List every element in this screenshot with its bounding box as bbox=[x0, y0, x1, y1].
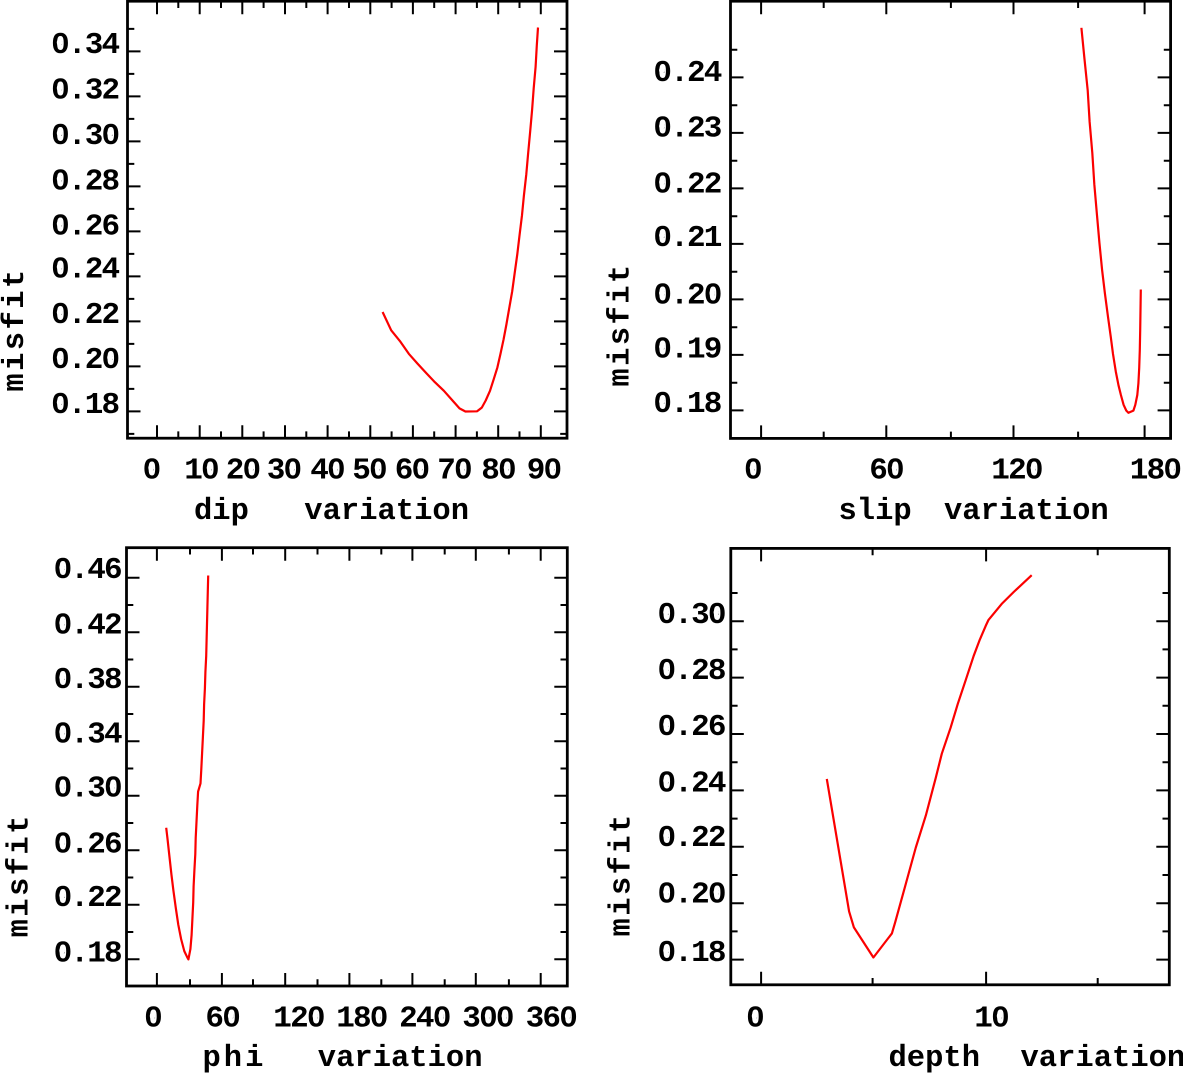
svg-text:360: 360 bbox=[526, 1002, 577, 1037]
svg-text:misfit: misfit bbox=[0, 267, 33, 391]
svg-text:misfit: misfit bbox=[4, 813, 38, 937]
svg-text:80: 80 bbox=[481, 453, 515, 488]
svg-text:60: 60 bbox=[395, 453, 429, 488]
svg-text:0.24: 0.24 bbox=[653, 56, 721, 91]
svg-text:0.34: 0.34 bbox=[54, 718, 122, 753]
svg-text:20: 20 bbox=[226, 453, 260, 488]
svg-text:0.24: 0.24 bbox=[51, 253, 119, 288]
svg-text:0.22: 0.22 bbox=[653, 168, 720, 203]
svg-text:60: 60 bbox=[205, 1002, 239, 1037]
svg-text:variation: variation bbox=[944, 495, 1109, 529]
svg-text:0.18: 0.18 bbox=[653, 387, 720, 422]
svg-text:0.23: 0.23 bbox=[653, 112, 721, 147]
svg-text:0.20: 0.20 bbox=[653, 279, 720, 314]
svg-text:0.46: 0.46 bbox=[54, 553, 121, 588]
svg-text:0.28: 0.28 bbox=[658, 654, 725, 689]
svg-text:0.20: 0.20 bbox=[51, 343, 118, 378]
svg-text:0.26: 0.26 bbox=[54, 828, 121, 863]
svg-text:0.18: 0.18 bbox=[658, 936, 725, 971]
svg-text:variation: variation bbox=[304, 495, 469, 529]
svg-text:dip: dip bbox=[194, 495, 249, 529]
svg-text:0.38: 0.38 bbox=[54, 663, 121, 698]
svg-text:10: 10 bbox=[974, 1002, 1008, 1037]
svg-text:variation: variation bbox=[318, 1042, 483, 1076]
svg-text:0.30: 0.30 bbox=[658, 598, 725, 633]
svg-text:50: 50 bbox=[352, 453, 386, 488]
svg-text:depth: depth bbox=[889, 1042, 981, 1076]
svg-text:0.30: 0.30 bbox=[51, 119, 118, 154]
svg-text:240: 240 bbox=[399, 1002, 450, 1037]
svg-text:0.19: 0.19 bbox=[653, 332, 720, 367]
svg-text:0.30: 0.30 bbox=[54, 772, 121, 807]
svg-text:misfit: misfit bbox=[605, 262, 639, 386]
svg-text:0.22: 0.22 bbox=[51, 298, 118, 333]
svg-text:misfit: misfit bbox=[606, 812, 640, 936]
svg-text:0.26: 0.26 bbox=[658, 710, 725, 745]
svg-text:10: 10 bbox=[184, 453, 218, 488]
svg-text:slip: slip bbox=[839, 495, 912, 529]
svg-text:60: 60 bbox=[869, 453, 903, 488]
svg-text:phi: phi bbox=[203, 1042, 267, 1076]
svg-text:0.28: 0.28 bbox=[51, 165, 118, 200]
svg-text:180: 180 bbox=[336, 1002, 387, 1037]
svg-text:0.21: 0.21 bbox=[653, 221, 721, 256]
svg-text:0.22: 0.22 bbox=[658, 821, 725, 856]
svg-text:0.24: 0.24 bbox=[658, 766, 726, 801]
svg-text:90: 90 bbox=[527, 453, 561, 488]
svg-text:0.26: 0.26 bbox=[51, 210, 118, 245]
svg-text:0.20: 0.20 bbox=[658, 878, 725, 913]
svg-text:30: 30 bbox=[267, 453, 301, 488]
svg-text:0.18: 0.18 bbox=[54, 936, 121, 971]
svg-text:180: 180 bbox=[1130, 453, 1181, 488]
svg-text:variation: variation bbox=[1021, 1042, 1183, 1076]
svg-text:0.18: 0.18 bbox=[51, 388, 118, 423]
svg-text:70: 70 bbox=[437, 453, 471, 488]
svg-text:0.32: 0.32 bbox=[51, 74, 118, 109]
svg-text:120: 120 bbox=[273, 1002, 324, 1037]
svg-text:0.42: 0.42 bbox=[54, 609, 121, 644]
svg-text:40: 40 bbox=[310, 453, 344, 488]
svg-text:0.34: 0.34 bbox=[51, 28, 119, 63]
svg-text:0.22: 0.22 bbox=[54, 881, 121, 916]
svg-text:120: 120 bbox=[991, 453, 1042, 488]
